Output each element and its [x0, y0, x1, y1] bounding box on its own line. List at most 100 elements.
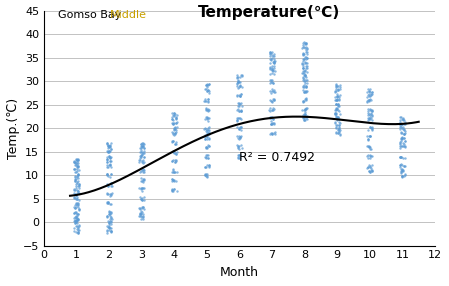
Point	[238, 104, 246, 108]
Point	[398, 139, 405, 144]
Point	[335, 102, 342, 107]
Point	[173, 112, 180, 117]
Point	[303, 106, 310, 110]
Point	[71, 176, 78, 181]
Point	[73, 216, 80, 221]
Point	[137, 197, 145, 202]
Point	[138, 144, 145, 148]
Point	[171, 160, 178, 164]
Point	[173, 120, 180, 124]
Point	[303, 64, 310, 69]
Point	[104, 164, 111, 169]
Point	[399, 122, 406, 126]
Point	[271, 122, 278, 127]
Point	[367, 115, 374, 120]
Point	[299, 99, 306, 104]
Point	[365, 165, 372, 170]
Point	[303, 45, 310, 50]
Point	[75, 157, 82, 162]
Point	[74, 218, 81, 222]
Point	[141, 170, 148, 174]
Point	[398, 135, 405, 140]
Point	[106, 217, 113, 221]
Point	[397, 144, 405, 148]
Point	[269, 60, 277, 65]
Point	[401, 163, 408, 168]
Point	[205, 128, 212, 132]
Point	[141, 142, 148, 146]
Point	[104, 200, 111, 205]
Point	[72, 219, 79, 223]
Point	[104, 149, 111, 154]
Point	[138, 169, 145, 173]
Point	[139, 158, 146, 163]
Point	[136, 195, 143, 199]
Point	[202, 107, 210, 111]
Point	[269, 99, 276, 104]
Point	[303, 46, 310, 51]
Point	[106, 162, 114, 167]
Point	[234, 143, 241, 148]
Text: Middle: Middle	[110, 10, 147, 20]
Point	[365, 88, 373, 93]
Point	[300, 73, 308, 77]
Point	[138, 179, 145, 184]
Point	[302, 96, 309, 101]
Point	[74, 164, 81, 168]
Point	[365, 115, 372, 120]
Point	[75, 224, 83, 228]
Point	[106, 144, 113, 148]
Point	[332, 108, 339, 112]
Point	[336, 87, 343, 92]
Point	[205, 144, 212, 148]
Point	[206, 162, 213, 167]
Point	[301, 114, 308, 118]
Point	[233, 125, 241, 130]
Point	[302, 84, 309, 89]
Point	[365, 136, 372, 141]
Point	[70, 160, 78, 164]
Point	[104, 224, 111, 229]
Point	[237, 102, 244, 106]
Point	[173, 124, 180, 129]
Point	[140, 198, 147, 202]
Point	[365, 145, 372, 150]
Point	[301, 112, 308, 116]
Point	[234, 80, 242, 84]
Point	[72, 210, 79, 215]
Point	[105, 225, 112, 230]
Point	[301, 118, 308, 122]
Point	[71, 221, 79, 225]
Point	[202, 174, 209, 178]
Point	[108, 155, 115, 160]
Point	[301, 73, 308, 78]
Point	[300, 85, 308, 90]
Point	[71, 179, 79, 184]
Point	[202, 106, 209, 110]
Point	[238, 146, 246, 151]
Point	[73, 196, 80, 201]
Point	[266, 109, 273, 114]
Point	[303, 78, 310, 82]
Point	[136, 186, 143, 190]
Point	[106, 209, 113, 213]
Text: R² = 0.7492: R² = 0.7492	[239, 151, 316, 164]
Point	[365, 113, 372, 117]
Point	[172, 151, 180, 156]
Point	[107, 210, 114, 214]
Point	[169, 138, 176, 143]
Point	[73, 157, 80, 161]
Point	[334, 128, 341, 132]
Point	[368, 89, 375, 94]
Point	[75, 225, 82, 229]
Point	[399, 175, 406, 179]
Point	[170, 178, 177, 182]
Point	[106, 227, 113, 232]
Point	[71, 179, 79, 184]
Point	[203, 115, 210, 120]
Point	[364, 109, 371, 113]
Point	[203, 83, 211, 88]
Point	[204, 83, 211, 87]
Point	[369, 109, 376, 114]
Point	[334, 88, 341, 92]
